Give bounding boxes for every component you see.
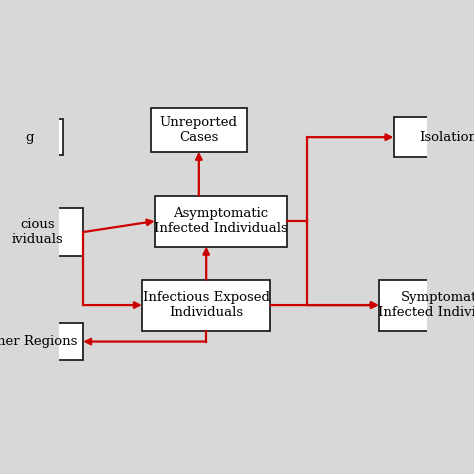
- Text: Symptomatic
Infected Individuals: Symptomatic Infected Individuals: [378, 291, 474, 319]
- Bar: [393, 117, 474, 157]
- Bar: [0, 323, 83, 360]
- Bar: [142, 280, 271, 331]
- Text: her Regions: her Regions: [0, 335, 77, 348]
- Text: g: g: [26, 131, 34, 144]
- Bar: [155, 196, 287, 246]
- Bar: [151, 108, 246, 152]
- Text: cious
ividuals: cious ividuals: [11, 218, 63, 246]
- Text: Unreported
Cases: Unreported Cases: [160, 116, 238, 144]
- Text: Asymptomatic
Infected Individuals: Asymptomatic Infected Individuals: [154, 207, 288, 235]
- Text: Isolation: Isolation: [419, 131, 474, 144]
- Bar: [0, 119, 63, 155]
- Text: Infectious Exposed
Individuals: Infectious Exposed Individuals: [143, 291, 270, 319]
- Bar: [379, 280, 474, 331]
- Bar: [0, 209, 83, 256]
